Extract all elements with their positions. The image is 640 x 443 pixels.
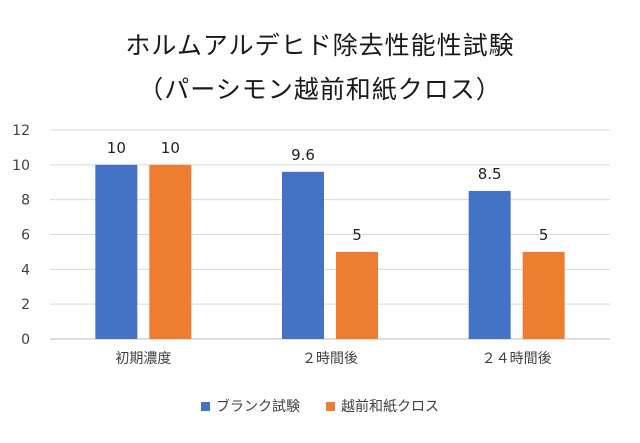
data-label-s1-c0: 10	[161, 139, 180, 157]
y-tick-label-6: 12	[12, 123, 30, 139]
x-tick-label-0: 初期濃度	[115, 350, 171, 367]
x-tick-label-2: ２４時間後	[482, 351, 552, 367]
y-tick-label-2: 4	[21, 262, 30, 278]
legend-entry-blank: ブランク試験	[201, 396, 300, 416]
legend-swatch-washi	[326, 401, 335, 411]
data-label-s0-c0: 10	[107, 139, 126, 157]
bar-s1-c1	[336, 251, 378, 339]
bar-s1-c2	[522, 251, 565, 339]
chart-title-line-1: ホルムアルデヒド除去性能性試験	[125, 31, 515, 60]
bar-s0-c2	[468, 190, 511, 339]
y-tick-label-1: 2	[21, 297, 30, 313]
data-label-s1-c1: 5	[352, 226, 362, 244]
data-label-s0-c2: 8.5	[478, 165, 502, 183]
y-tick-label-4: 8	[21, 193, 30, 209]
y-tick-label-3: 6	[21, 228, 30, 244]
legend-label-washi: 越前和紙クロス	[341, 399, 439, 415]
x-tick-label-1: ２時間後	[302, 351, 358, 367]
bar-s1-c0	[149, 164, 192, 339]
y-tick-label-5: 10	[12, 158, 30, 174]
data-label-s0-c1: 9.6	[291, 146, 315, 164]
chart-title-line-2: （パーシモン越前和紙クロス）	[138, 75, 502, 104]
bar-s0-c1	[282, 171, 324, 339]
legend-label-blank: ブランク試験	[216, 399, 300, 415]
legend-entry-washi: 越前和紙クロス	[326, 396, 439, 416]
y-tick-label-0: 0	[21, 332, 30, 348]
legend: ブランク試験 越前和紙クロス	[0, 396, 640, 416]
bar-s0-c0	[95, 164, 138, 339]
data-label-s1-c2: 5	[539, 226, 549, 244]
legend-swatch-blank	[201, 401, 210, 411]
